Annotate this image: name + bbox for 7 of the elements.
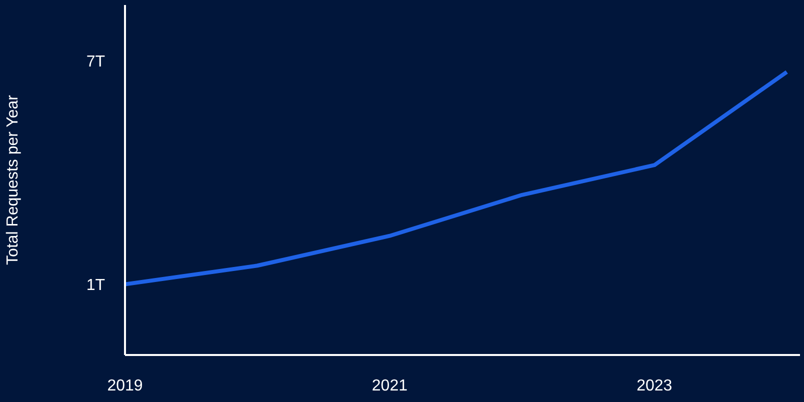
x-tick-label: 2023 xyxy=(636,377,672,394)
y-axis-title: Total Requests per Year xyxy=(4,94,22,265)
y-tick-label: 1T xyxy=(86,276,106,294)
y-tick-label: 7T xyxy=(86,54,106,71)
x-tick-label: 2021 xyxy=(372,377,408,394)
x-tick-label: 2019 xyxy=(107,377,143,394)
line-series xyxy=(125,70,789,286)
